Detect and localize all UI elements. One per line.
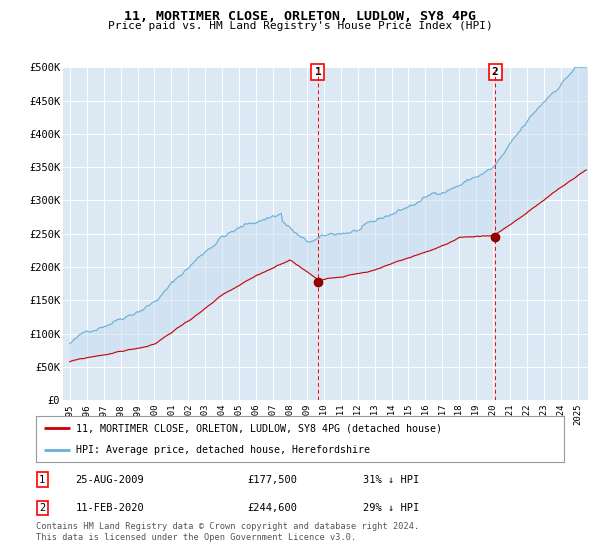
- Text: 2: 2: [492, 67, 499, 77]
- Text: 1: 1: [314, 67, 321, 77]
- Text: 1: 1: [39, 475, 46, 485]
- Text: HPI: Average price, detached house, Herefordshire: HPI: Average price, detached house, Here…: [76, 445, 370, 455]
- Text: £177,500: £177,500: [247, 475, 297, 485]
- Text: 11, MORTIMER CLOSE, ORLETON, LUDLOW, SY8 4PG (detached house): 11, MORTIMER CLOSE, ORLETON, LUDLOW, SY8…: [76, 423, 442, 433]
- Text: 31% ↓ HPI: 31% ↓ HPI: [364, 475, 419, 485]
- Text: 11, MORTIMER CLOSE, ORLETON, LUDLOW, SY8 4PG: 11, MORTIMER CLOSE, ORLETON, LUDLOW, SY8…: [124, 10, 476, 22]
- Text: Contains HM Land Registry data © Crown copyright and database right 2024.
This d: Contains HM Land Registry data © Crown c…: [36, 522, 419, 542]
- Text: £244,600: £244,600: [247, 503, 297, 513]
- Text: 29% ↓ HPI: 29% ↓ HPI: [364, 503, 419, 513]
- Text: 25-AUG-2009: 25-AUG-2009: [76, 475, 145, 485]
- Text: 11-FEB-2020: 11-FEB-2020: [76, 503, 145, 513]
- Text: Price paid vs. HM Land Registry's House Price Index (HPI): Price paid vs. HM Land Registry's House …: [107, 21, 493, 31]
- Text: 2: 2: [39, 503, 46, 513]
